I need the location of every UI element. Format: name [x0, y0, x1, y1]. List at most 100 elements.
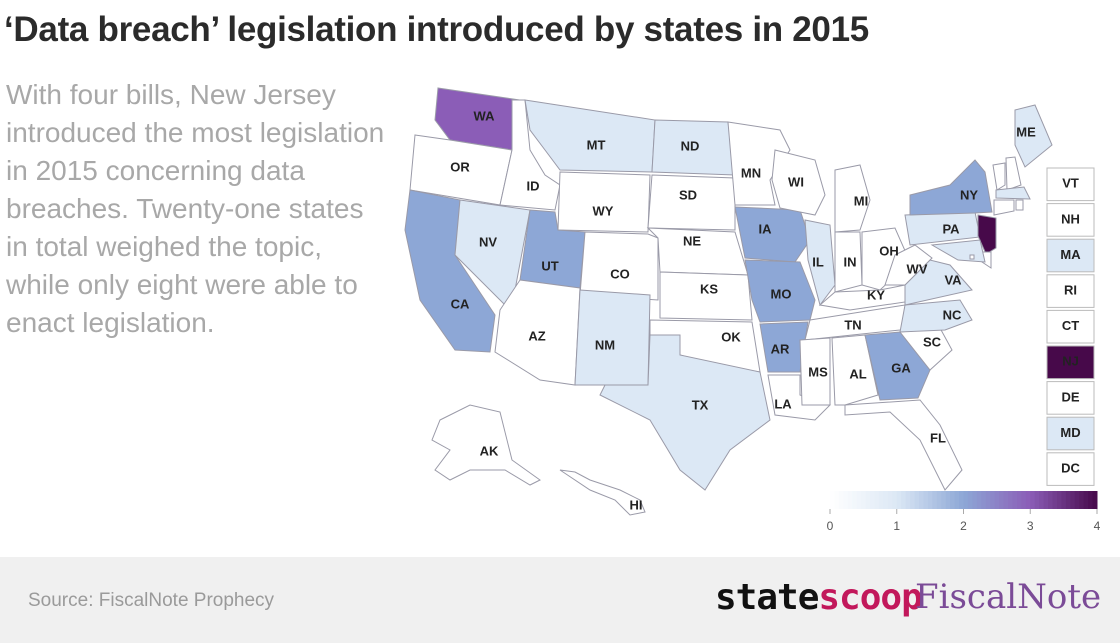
legend-swatch — [852, 491, 858, 509]
legend-swatch — [910, 491, 916, 509]
legend-swatch — [927, 491, 933, 509]
state-label: NJ — [1062, 354, 1079, 369]
state — [759, 321, 809, 373]
legend-swatch — [923, 491, 929, 509]
legend-swatch — [905, 491, 911, 509]
state-label: MS — [808, 364, 828, 379]
state-label: NE — [683, 233, 701, 248]
legend-swatch — [941, 491, 947, 509]
state-label: MN — [741, 165, 761, 180]
legend-tick-label: 2 — [960, 519, 967, 533]
state-label: WY — [593, 203, 614, 218]
state-label: AL — [849, 366, 866, 381]
state — [771, 149, 826, 216]
footer: Source: FiscalNote Prophecy statescoop F… — [0, 557, 1120, 643]
state-label: CO — [610, 266, 630, 281]
legend-swatch — [972, 491, 978, 509]
legend-swatch — [1021, 491, 1027, 509]
legend-swatch — [901, 491, 907, 509]
legend-swatch — [843, 491, 849, 509]
state-label: AZ — [528, 328, 545, 343]
legend-swatch — [950, 491, 956, 509]
state-label: ME — [1016, 124, 1036, 139]
legend-tick-label: 3 — [1027, 519, 1034, 533]
state — [494, 279, 581, 386]
state-label: UT — [541, 258, 558, 273]
legend-swatch — [1039, 491, 1045, 509]
legend-swatch — [856, 491, 862, 509]
state-label: IA — [759, 221, 773, 236]
legend-swatch — [870, 491, 875, 509]
logo-part: scoop — [818, 577, 922, 618]
legend-swatch — [1030, 491, 1036, 509]
legend-swatch — [959, 491, 964, 509]
state — [579, 231, 659, 301]
state-label: DE — [1061, 389, 1079, 404]
legend-swatch — [1008, 491, 1013, 509]
state — [659, 271, 753, 321]
description: With four bills, New Jersey introduced t… — [6, 79, 385, 338]
state-label: OH — [879, 243, 899, 258]
legend-tick-label: 0 — [827, 519, 834, 533]
state-box — [1046, 416, 1095, 451]
state — [993, 199, 1015, 216]
state-label: IN — [844, 254, 857, 269]
state-box — [1046, 381, 1095, 415]
state-label: NC — [943, 307, 962, 322]
state-label: WA — [474, 108, 496, 123]
legend-swatch — [999, 491, 1005, 509]
state — [899, 299, 973, 333]
state-label: LA — [774, 396, 792, 411]
legend-swatch — [1034, 491, 1040, 509]
state — [559, 469, 646, 516]
state-label: ID — [527, 178, 540, 193]
legend-swatch — [963, 491, 969, 509]
legend-tick-label: 4 — [1094, 519, 1101, 533]
state-label: CA — [451, 296, 470, 311]
state — [969, 254, 975, 260]
logo-part: state — [715, 577, 819, 618]
legend-swatch — [985, 491, 991, 509]
legend-swatch — [861, 491, 867, 509]
legend-swatch — [1061, 491, 1067, 509]
state-box — [1046, 167, 1095, 202]
state-label: SC — [923, 334, 942, 349]
state-label: NV — [479, 234, 497, 249]
state — [647, 174, 736, 231]
state — [727, 121, 791, 206]
legend-swatch — [887, 491, 893, 509]
state-label: ND — [681, 138, 700, 153]
state-label: MD — [1060, 425, 1080, 440]
source: Source: FiscalNote Prophecy — [28, 590, 275, 611]
state-label: KS — [700, 281, 718, 296]
legend-swatch — [1012, 491, 1018, 509]
legend-swatch — [892, 491, 898, 509]
legend-swatch — [1070, 491, 1076, 509]
state — [884, 244, 933, 286]
title: ‘Data breach’ legislation introduced by … — [4, 10, 869, 49]
state — [844, 399, 963, 491]
state — [977, 214, 997, 255]
state-label: AK — [480, 443, 499, 458]
state — [734, 206, 811, 263]
state-label: DC — [1061, 461, 1080, 476]
state — [992, 162, 1006, 191]
legend-swatch — [883, 491, 889, 509]
state-label: WI — [788, 174, 804, 189]
state — [1005, 156, 1022, 191]
fiscalnote-logo: FiscalNote — [915, 577, 1102, 617]
state-label: HI — [630, 497, 643, 512]
state-label: OR — [450, 159, 470, 174]
state-label: FL — [930, 430, 946, 445]
legend-swatch — [914, 491, 920, 509]
legend-swatch — [1092, 491, 1098, 509]
state — [524, 99, 656, 173]
state — [804, 219, 836, 307]
state — [1014, 104, 1053, 168]
state — [834, 164, 871, 233]
legend-swatch — [1083, 491, 1089, 509]
state — [831, 334, 879, 406]
legend-swatch — [976, 491, 982, 509]
state-label: AR — [771, 341, 790, 356]
